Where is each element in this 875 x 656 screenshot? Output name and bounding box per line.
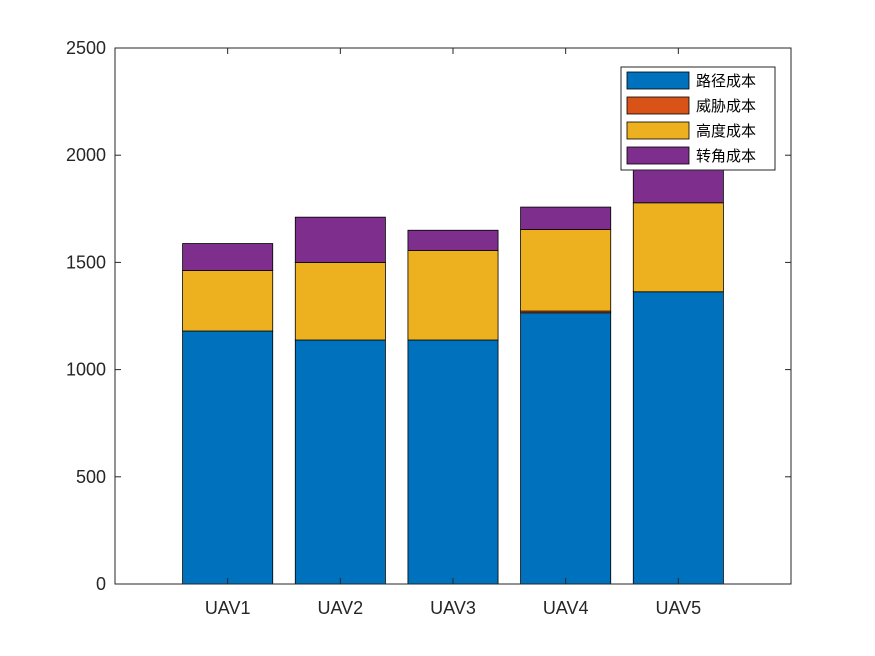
legend-swatch-2	[626, 121, 690, 140]
bar-uav5-series-0	[632, 291, 724, 585]
x-tick-label-uav4: UAV4	[543, 598, 589, 618]
y-tick-label-2000: 2000	[66, 145, 106, 165]
x-tick-label-uav3: UAV3	[430, 598, 476, 618]
bar-uav3-series-0	[407, 339, 499, 585]
legend-label-1: 威胁成本	[696, 97, 756, 115]
y-tick-label-1500: 1500	[66, 252, 106, 272]
legend-label-3: 转角成本	[696, 147, 756, 165]
bar-uav4-series-3	[520, 206, 612, 230]
bar-uav2-series-3	[294, 216, 386, 263]
bar-uav2-series-2	[294, 261, 386, 341]
legend-label-2: 高度成本	[696, 122, 756, 140]
legend-label-0: 路径成本	[696, 72, 756, 90]
bar-uav3-series-3	[407, 229, 499, 251]
legend-swatch-3	[626, 146, 690, 165]
bar-uav1-series-3	[182, 243, 274, 271]
bar-uav3-series-2	[407, 249, 499, 341]
bars-layer	[182, 160, 724, 585]
y-tick-label-500: 500	[76, 467, 106, 487]
legend-swatch-1	[626, 96, 690, 115]
x-tick-label-uav2: UAV2	[317, 598, 363, 618]
bar-uav4-series-2	[520, 229, 612, 312]
ticks-layer: 0 500 1000 1500 2000 2500 UAV1 UAV2 UAV3 UAV4 UAV5	[66, 38, 791, 618]
bar-uav1-series-2	[182, 270, 274, 332]
y-tick-label-0: 0	[96, 574, 106, 594]
y-tick-label-2500: 2500	[66, 38, 106, 58]
legend-swatch-0	[626, 71, 690, 90]
bar-uav4-series-0	[520, 312, 612, 585]
x-tick-label-uav1: UAV1	[205, 598, 251, 618]
y-tick-label-1000: 1000	[66, 360, 106, 380]
x-tick-label-uav5: UAV5	[655, 598, 701, 618]
bar-uav2-series-0	[294, 339, 386, 585]
bar-uav1-series-0	[182, 330, 274, 585]
bar-uav5-series-2	[632, 202, 724, 293]
